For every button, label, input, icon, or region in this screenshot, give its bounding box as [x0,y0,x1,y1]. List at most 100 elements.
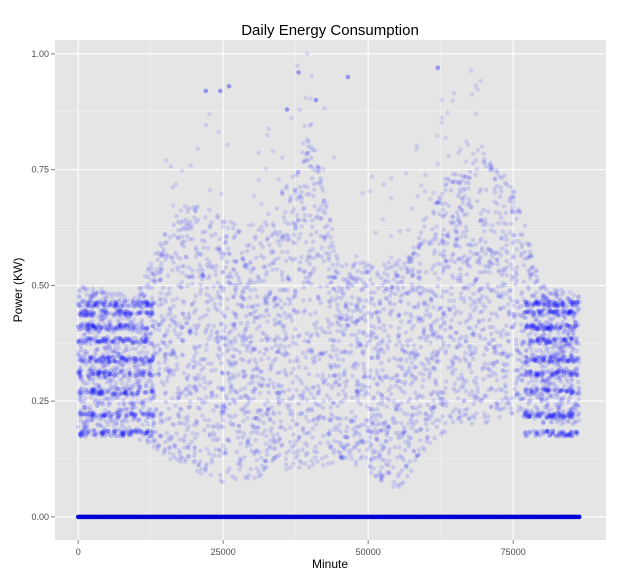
data-point [490,223,495,228]
data-point [278,425,283,430]
data-point [228,382,234,388]
data-point [204,394,209,400]
data-point [383,462,389,467]
data-point [136,379,141,385]
data-point [317,403,323,408]
data-point [509,411,515,416]
data-point [281,215,287,220]
data-point [417,371,423,376]
data-point [136,418,141,424]
data-point [245,320,250,326]
data-point [81,332,86,338]
data-point [535,405,540,411]
data-point [301,269,307,275]
data-point [514,272,520,277]
data-point [421,362,427,368]
data-point [320,405,326,410]
data-point [218,336,224,341]
data-point [250,280,256,285]
data-point [314,168,320,174]
data-point [104,375,109,380]
data-point [309,458,314,463]
data-point [555,364,561,369]
data-point [128,313,134,318]
data-point [355,318,360,324]
data-point [464,212,469,217]
data-point [244,324,250,329]
data-point [247,381,252,386]
data-point [558,366,564,372]
data-point [465,202,471,207]
data-point [328,234,333,240]
data-point [500,246,505,251]
data-point [276,401,282,407]
data-point [167,340,173,346]
data-point [459,207,465,213]
data-point [261,264,267,270]
data-point [104,380,110,385]
data-point [557,362,562,367]
data-point [197,361,202,367]
data-point [496,269,502,275]
data-point [377,472,383,477]
data-point [273,342,279,348]
data-point [116,320,121,325]
data-point [253,416,259,421]
data-point [121,361,126,367]
data-point [449,364,455,370]
data-point [116,407,121,413]
data-point [485,373,491,379]
data-point [458,310,464,316]
data-point [510,210,515,215]
data-point [310,224,315,230]
data-point [499,236,505,241]
data-point [371,394,377,400]
data-point [350,426,356,432]
data-point [175,264,180,270]
data-point [395,272,400,278]
data-point [172,314,178,320]
data-point [560,349,565,355]
data-point [490,325,496,330]
data-point [340,388,346,393]
data-point [249,376,255,382]
data-point [318,284,323,290]
data-point [563,343,569,349]
data-point [233,286,239,292]
data-point [233,476,238,482]
data-point [572,419,578,425]
data-point [424,308,430,313]
data-point [301,140,306,146]
data-point [81,405,87,410]
data-point [239,294,244,300]
data-point [298,377,303,383]
data-point [367,444,373,450]
data-point [568,382,574,388]
data-point [428,340,433,346]
data-point [318,215,324,221]
data-point [403,439,408,445]
data-point [211,284,216,289]
data-point [311,193,316,199]
data-point [390,465,396,470]
data-point [429,413,435,418]
data-point [333,379,339,385]
data-point [545,325,551,331]
data-point [162,232,167,237]
data-point [520,338,526,344]
data-point [462,194,468,199]
data-point [336,315,342,320]
data-point [227,339,232,345]
data-point [259,463,265,469]
data-point [472,397,478,403]
data-point [377,469,383,475]
data-point [138,407,143,413]
data-point [239,335,245,341]
data-point [77,397,82,402]
data-point [222,342,227,348]
data-point [264,338,270,344]
data-point [488,404,494,410]
data-point [280,398,285,403]
data-point [289,444,295,450]
data-point [361,392,367,398]
